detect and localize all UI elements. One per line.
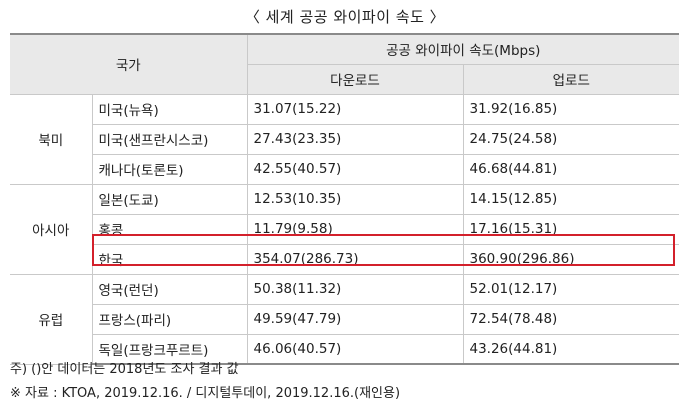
table-row: 아시아 일본(도쿄) 12.53(10.35) 14.15(12.85) [10,183,679,275]
city-cell: 미국(샌프란시스코) [92,123,248,155]
city-cell: 일본(도쿄) [91,183,248,215]
upload-cell: 46.68(44.81) [462,153,679,185]
table-row: 프랑스(파리) 49.59(47.79) 72.54(78.48) [10,303,679,335]
header-download: 다운로드 [247,63,464,95]
city-cell: 영국(런던) [91,273,248,305]
city-cell: 프랑스(파리) [92,303,248,335]
download-cell: 11.79(9.58) [246,213,464,245]
region-europe: 유럽 [10,273,93,365]
upload-cell: 360.90(296.86) [462,243,679,275]
download-cell: 49.59(47.79) [246,303,464,335]
table-row: 유럽 영국(런던) 50.38(11.32) 52.01(12.17) [10,273,679,365]
upload-cell: 14.15(12.85) [462,183,679,215]
table-row-korea: 한국 354.07(286.73) 360.90(296.86) [10,243,679,275]
city-cell: 한국 [92,243,248,275]
table-row: 독일(프랑크푸르트) 46.06(40.57) 43.26(44.81) [10,333,679,365]
city-cell: 미국(뉴욕) [91,93,248,125]
table-title: 〈 세계 공공 와이파이 속도 〉 [244,8,446,26]
city-cell: 홍콩 [92,213,248,245]
table-row: 홍콩 11.79(9.58) 17.16(15.31) [10,213,679,245]
download-cell: 12.53(10.35) [246,183,464,215]
region-asia: 아시아 [10,183,93,275]
city-cell: 독일(프랑크푸르트) [92,333,248,365]
download-cell: 354.07(286.73) [246,243,464,275]
upload-cell: 43.26(44.81) [462,333,679,365]
upload-cell: 52.01(12.17) [462,273,679,305]
upload-cell: 17.16(15.31) [462,213,679,245]
download-cell: 31.07(15.22) [246,93,464,125]
source-note: ※ 자료 : KTOA, 2019.12.16. / 디지털투데이, 2019.… [10,386,401,401]
table-row: 캐나다(토론토) 42.55(40.57) 46.68(44.81) [10,153,679,185]
header-country: 국가 [10,33,248,95]
download-cell: 27.43(23.35) [246,123,464,155]
city-cell: 캐나다(토론토) [92,153,248,185]
table-row: 북미 미국(뉴욕) 31.07(15.22) 31.92(16.85) [10,93,679,185]
download-cell: 46.06(40.57) [246,333,464,365]
upload-cell: 72.54(78.48) [462,303,679,335]
upload-cell: 24.75(24.58) [462,123,679,155]
region-north-america: 북미 [10,93,93,185]
header-upload: 업로드 [462,63,679,95]
wifi-speed-table: 국가 공공 와이파이 속도(Mbps) 다운로드 업로드 북미 미국(뉴욕) 3… [10,33,679,365]
upload-cell: 31.92(16.85) [462,93,679,125]
download-cell: 42.55(40.57) [246,153,464,185]
footnote: 주) ()안 데이터는 2018년도 조사 결과 값 [10,362,239,377]
table-row: 미국(샌프란시스코) 27.43(23.35) 24.75(24.58) [10,123,679,155]
download-cell: 50.38(11.32) [246,273,464,305]
header-speed: 공공 와이파이 속도(Mbps) [246,33,679,65]
